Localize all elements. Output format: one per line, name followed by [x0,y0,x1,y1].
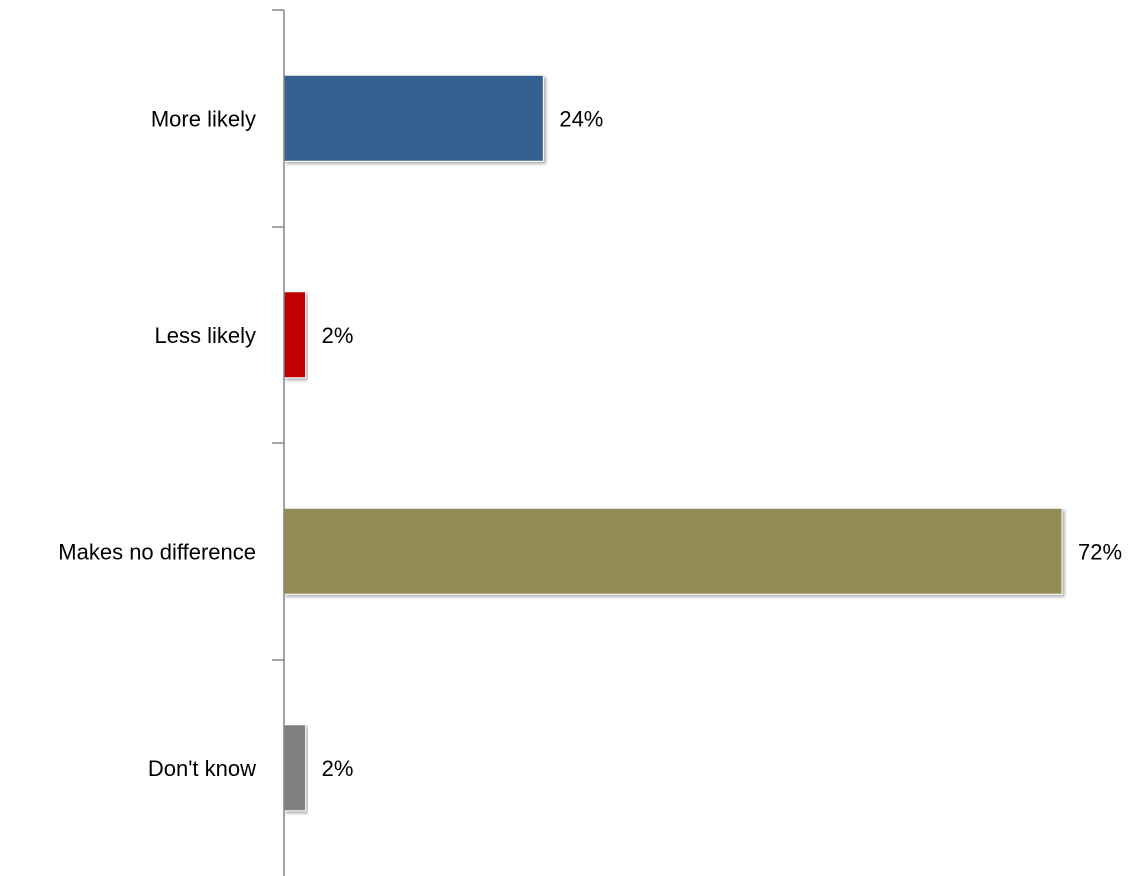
category-label: Less likely [155,323,256,348]
category-label: Makes no difference [58,539,256,564]
value-label: 2% [322,756,354,781]
value-label: 24% [559,106,603,131]
category-label: Don't know [148,756,256,781]
bars-group [283,74,1063,812]
category-axis [272,9,285,876]
value-label: 2% [322,323,354,348]
category-label: More likely [151,106,256,131]
bar-1 [283,291,307,379]
bar-2 [283,507,1063,595]
labels-group: More likely 24% Less likely 2% Makes no diff… [58,106,1122,781]
value-label: 72% [1078,539,1122,564]
bar-0 [283,74,544,162]
bar-3 [283,724,307,812]
